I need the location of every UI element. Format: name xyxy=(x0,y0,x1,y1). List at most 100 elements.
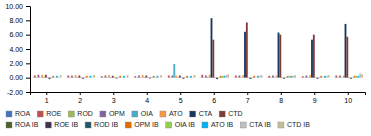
x-tick-label: 10 xyxy=(344,97,352,104)
legend-label: ROE IB xyxy=(54,121,78,128)
legend-label: ROD IB xyxy=(94,121,118,128)
bar xyxy=(315,77,317,78)
bar-series xyxy=(41,75,344,78)
y-tick: 4.00 xyxy=(9,46,30,53)
bar-series xyxy=(45,22,348,77)
bar xyxy=(281,77,283,78)
bar xyxy=(309,75,311,78)
bar-series xyxy=(50,77,353,78)
bar xyxy=(54,77,56,78)
bar xyxy=(32,77,34,78)
bar xyxy=(183,78,185,79)
bar xyxy=(313,35,315,78)
bar-series xyxy=(36,77,339,78)
bar xyxy=(175,76,177,78)
y-tick: 6.00 xyxy=(9,31,30,38)
y-tick-mark xyxy=(26,78,30,79)
bar-series xyxy=(38,75,341,78)
legend: ROAROERODOPMOIAATOCTACTDROA IBROE IBROD … xyxy=(6,110,310,128)
bar xyxy=(211,18,213,77)
bar xyxy=(181,77,183,78)
bar xyxy=(112,76,114,78)
bar xyxy=(166,77,168,78)
legend-swatch xyxy=(166,122,172,128)
bar xyxy=(151,77,153,78)
y-tick-mark xyxy=(26,20,30,21)
x-tick-mark xyxy=(180,92,181,95)
x-tick-label: 8 xyxy=(279,97,283,104)
x-tick: 2 xyxy=(78,92,82,104)
bar xyxy=(69,77,71,78)
x-tick: 6 xyxy=(212,92,216,104)
y-tick-mark xyxy=(26,63,30,64)
x-tick-label: 9 xyxy=(313,97,317,104)
x-tick: 1 xyxy=(45,92,49,104)
bar xyxy=(155,77,157,78)
y-tick-mark xyxy=(26,92,30,93)
bar xyxy=(302,76,304,77)
x-tick: 8 xyxy=(279,92,283,104)
legend-item: ROE IB xyxy=(45,121,78,128)
legend-item: CTD IB xyxy=(278,121,310,128)
bar xyxy=(341,77,343,78)
bar xyxy=(190,76,192,78)
bar-series xyxy=(43,18,346,78)
bar-series xyxy=(60,74,363,77)
bar xyxy=(116,77,118,79)
bar xyxy=(114,77,116,78)
legend-swatch xyxy=(100,111,106,117)
bar xyxy=(343,76,345,78)
bar xyxy=(212,40,214,78)
x-tick-mark xyxy=(281,92,282,95)
bar xyxy=(101,76,103,77)
bar xyxy=(39,77,41,78)
bar xyxy=(311,40,313,78)
bar xyxy=(274,77,276,78)
bar xyxy=(84,77,86,78)
bar xyxy=(60,75,62,78)
bar xyxy=(50,77,52,78)
bar xyxy=(66,77,68,78)
y-axis-line xyxy=(26,7,31,93)
bar xyxy=(127,75,129,78)
bar xyxy=(294,75,296,78)
bar xyxy=(328,75,330,78)
bar xyxy=(179,76,181,78)
bar xyxy=(345,24,347,78)
bar xyxy=(268,76,270,78)
bar xyxy=(99,77,101,78)
legend-item: ROA xyxy=(6,110,31,117)
bar xyxy=(354,76,356,78)
bar xyxy=(140,77,142,78)
legend-swatch xyxy=(6,122,12,128)
y-tick-label: 10.00 xyxy=(5,3,23,10)
legend-item: OIA xyxy=(132,110,153,117)
bar xyxy=(272,76,274,78)
bar xyxy=(67,76,69,78)
bar xyxy=(361,74,363,77)
bar xyxy=(91,77,93,78)
x-tick: 5 xyxy=(179,92,183,104)
y-tick: 2.00 xyxy=(9,60,30,67)
bar xyxy=(233,77,235,78)
bar xyxy=(225,75,227,78)
x-tick-label: 5 xyxy=(179,97,183,104)
legend-item: OIA IB xyxy=(166,121,196,128)
y-axis: -2.000.002.004.006.008.0010.00 xyxy=(5,3,30,96)
bar xyxy=(93,75,95,78)
bar xyxy=(227,74,229,77)
legend-swatch xyxy=(202,122,208,128)
legend-label: OIA IB xyxy=(175,121,196,128)
bar xyxy=(117,77,119,78)
legend-label: CTD IB xyxy=(287,121,310,128)
bar xyxy=(153,76,155,78)
bar xyxy=(168,76,170,78)
x-tick-label: 4 xyxy=(145,97,149,104)
bar xyxy=(170,77,172,78)
legend-swatch xyxy=(240,122,246,128)
legend-label: ROD xyxy=(77,110,93,117)
bar xyxy=(320,76,322,78)
legend-label: CTD xyxy=(228,110,242,117)
bar-series xyxy=(39,64,342,78)
bar xyxy=(108,75,110,78)
